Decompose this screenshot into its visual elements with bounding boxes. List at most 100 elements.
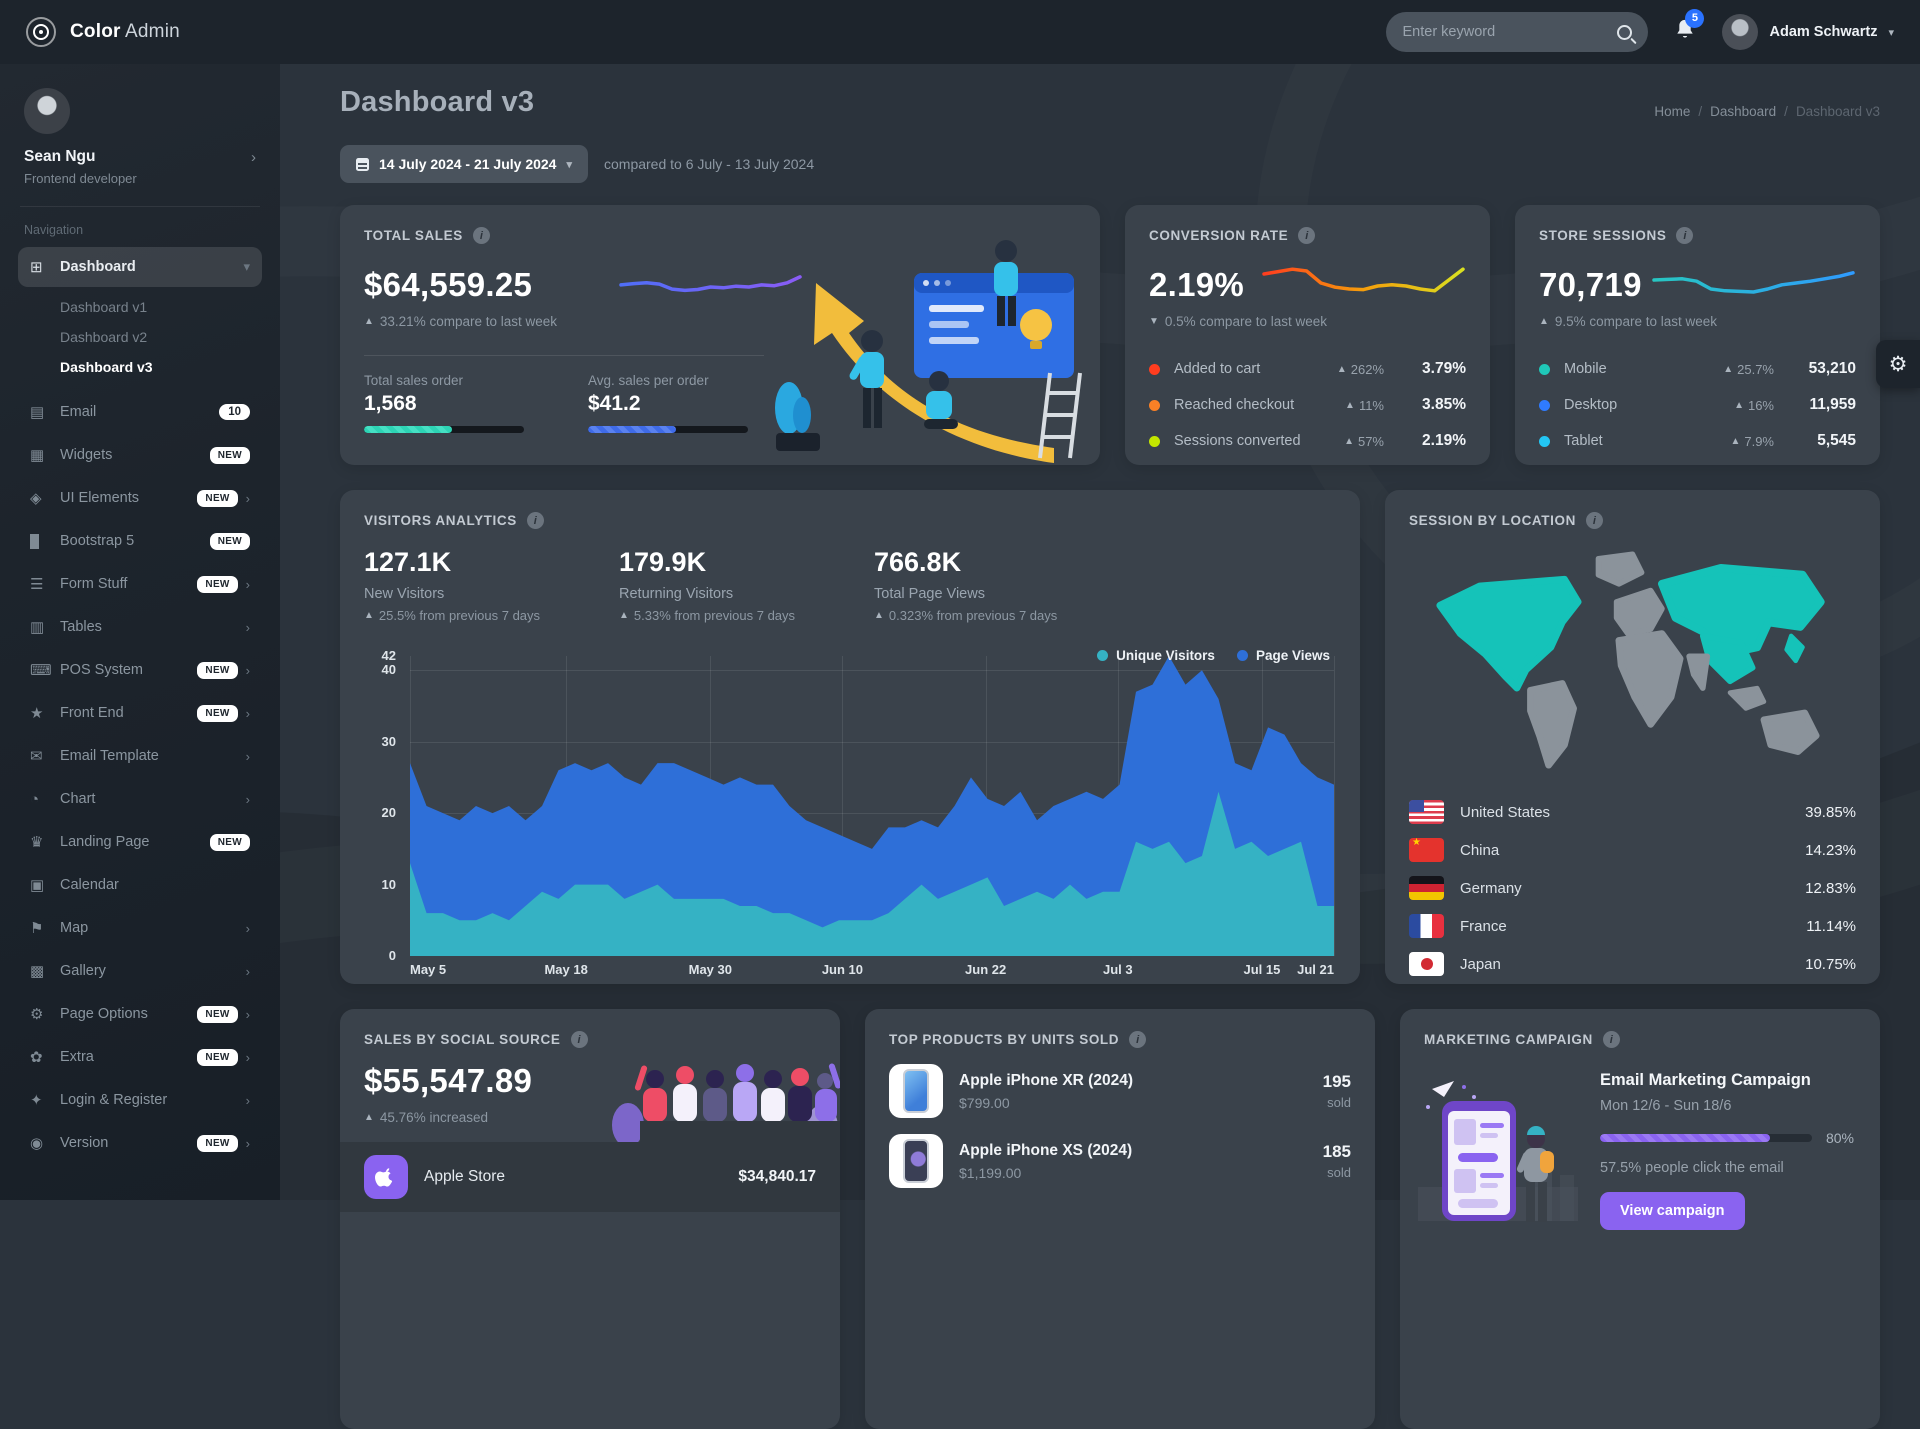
trend-up-icon: ▲ <box>364 316 374 327</box>
metric-value: 5,545 <box>1817 432 1856 449</box>
sidebar-item-email[interactable]: ▤ Email 10 <box>18 392 262 432</box>
map-icon: ⚑ <box>30 920 44 937</box>
chevron-right-icon: › <box>245 963 250 979</box>
view-campaign-button[interactable]: View campaign <box>1600 1192 1745 1230</box>
info-icon[interactable]: i <box>1602 1031 1620 1048</box>
legend-item-page-views[interactable]: Page Views <box>1236 648 1330 663</box>
country-row: China 14.23% <box>1409 831 1856 869</box>
sidebar-item-dashboard-v3[interactable]: Dashboard v3 <box>60 359 153 375</box>
sidebar-item-map[interactable]: ⚑ Map › <box>18 908 262 948</box>
date-range-picker[interactable]: 14 July 2024 - 21 July 2024 ▾ <box>340 145 588 183</box>
sidebar-item-gallery[interactable]: ▩ Gallery › <box>18 951 262 991</box>
info-icon[interactable]: i <box>526 512 544 529</box>
gift-icon: ✿ <box>30 1049 43 1066</box>
country-percentage: 10.75% <box>1805 955 1856 973</box>
gallery-icon: ▩ <box>30 963 45 980</box>
key-icon: ✦ <box>30 1092 43 1109</box>
sidebar-item-tables[interactable]: ▥ Tables › <box>18 607 262 647</box>
trend-up-icon: ▲ <box>1539 316 1549 327</box>
metric-change: ▲ 7.9% <box>1730 433 1774 449</box>
sidebar-item-label: Page Options <box>60 1006 148 1022</box>
chevron-right-icon: › <box>245 705 250 721</box>
sidebar-item-chart[interactable]: ◔ Chart › <box>18 779 262 819</box>
info-icon[interactable]: i <box>1298 227 1316 244</box>
sidebar-item-pos-system[interactable]: ⌨ POS System NEW › <box>18 650 262 690</box>
card-title: SALES BY SOCIAL SOURCE <box>364 1032 561 1047</box>
product-info: Apple iPhone XR (2024) $799.00 <box>959 1072 1323 1111</box>
metric-label: Tablet <box>1564 433 1603 449</box>
search-input[interactable] <box>1402 24 1618 40</box>
sales-by-social-card: SALES BY SOCIAL SOURCE i $55,547.89 ▲ 45.… <box>340 1009 840 1429</box>
sidebar-item-dashboard-v2[interactable]: Dashboard v2 <box>60 329 148 345</box>
chevron-right-icon: › <box>245 920 250 936</box>
notification-badge: 5 <box>1685 8 1705 28</box>
sidebar-item-label: Front End <box>60 705 124 721</box>
legend-item-unique-visitors[interactable]: Unique Visitors <box>1097 648 1215 663</box>
chevron-right-icon: › <box>245 490 250 506</box>
sidebar-item-extra[interactable]: ✿ Extra NEW › <box>18 1037 262 1077</box>
card-title: TOTAL SALES <box>364 228 463 243</box>
metric-change: ▲ 11% <box>1345 397 1384 413</box>
info-icon[interactable]: i <box>1129 1031 1147 1048</box>
quantity-value: 185 <box>1322 1142 1351 1161</box>
total-sales-value: $64,559.25 <box>364 266 533 303</box>
metric-change: ▲ 262% <box>1336 361 1384 377</box>
app-logo[interactable]: Color Admin <box>26 17 180 47</box>
product-name: Apple iPhone XR (2024) <box>959 1071 1133 1089</box>
metric-label: Desktop <box>1564 397 1618 413</box>
list-ol-icon: ☰ <box>30 576 44 593</box>
x-tick-label: Jul 3 <box>1102 962 1133 977</box>
marketing-campaign-card: MARKETING CAMPAIGN i <box>1400 1009 1880 1429</box>
sidebar-item-bootstrap-5[interactable]: B Bootstrap 5 NEW <box>18 521 262 561</box>
info-icon[interactable]: i <box>1676 227 1694 244</box>
info-icon[interactable]: i <box>570 1031 588 1048</box>
legend-label: Page Views <box>1255 648 1330 663</box>
stat-value: $41.2 <box>588 392 641 415</box>
user-menu[interactable]: Adam Schwartz ▾ <box>1722 14 1894 50</box>
sidebar-item-login-register[interactable]: ✦ Login & Register › <box>18 1080 262 1120</box>
search-bar[interactable] <box>1386 12 1649 52</box>
info-icon[interactable]: i <box>1585 512 1603 529</box>
de-flag-icon <box>1409 876 1444 900</box>
info-icon[interactable]: i <box>472 227 490 244</box>
notifications-button[interactable]: 5 <box>1674 8 1705 47</box>
x-tick-label: May 30 <box>688 962 732 977</box>
total-sales-trend: 33.21% compare to last week <box>379 314 558 329</box>
breadcrumb-home[interactable]: Home <box>1654 104 1691 119</box>
sidebar-item-landing-page[interactable]: ♛ Landing Page NEW <box>18 822 262 862</box>
sidebar-profile[interactable]: Sean Ngu › Frontend developer <box>18 88 262 186</box>
card-title: SESSION BY LOCATION <box>1409 513 1576 528</box>
legend-dot <box>1539 399 1550 411</box>
divider <box>364 355 764 356</box>
sidebar-item-dashboard-v1[interactable]: Dashboard v1 <box>60 299 148 315</box>
sidebar-item-dashboard[interactable]: ⊞ Dashboard ▾ <box>18 247 262 287</box>
gem-icon: ◈ <box>30 490 42 507</box>
sidebar-item-widgets[interactable]: ▦ Widgets NEW <box>18 435 262 475</box>
compare-note: compared to 6 July - 13 July 2024 <box>604 156 815 172</box>
new-badge: NEW <box>209 833 250 851</box>
sidebar-item-front-end[interactable]: ★ Front End NEW › <box>18 693 262 733</box>
sidebar-item-calendar[interactable]: ▣ Calendar <box>18 865 262 905</box>
sidebar-item-email-template[interactable]: ✉ Email Template › <box>18 736 262 776</box>
sidebar-item-form-stuff[interactable]: ☰ Form Stuff NEW › <box>18 564 262 604</box>
country-row: Germany 12.83% <box>1409 869 1856 907</box>
social-source-row: Apple Store $34,840.17 <box>340 1142 840 1212</box>
stat-label: Total sales order <box>364 373 464 388</box>
chevron-right-icon: › <box>245 576 250 592</box>
search-icon[interactable] <box>1617 24 1633 40</box>
new-badge: NEW <box>209 446 250 464</box>
sidebar-item-page-options[interactable]: ⚙ Page Options NEW › <box>18 994 262 1034</box>
legend-dot <box>1149 363 1160 375</box>
theme-settings-button[interactable]: ⚙ <box>1876 340 1920 388</box>
metric-row: Tablet ▲ 7.9% 5,545 <box>1539 423 1856 459</box>
sidebar-item-ui-elements[interactable]: ◈ UI Elements NEW › <box>18 478 262 518</box>
country-percentage: 14.23% <box>1805 841 1856 859</box>
country-name: Germany <box>1460 879 1522 897</box>
sidebar-item-version[interactable]: ◉ Version NEW › <box>18 1123 262 1163</box>
breadcrumb-dashboard[interactable]: Dashboard <box>1710 104 1777 119</box>
profile-avatar <box>24 88 70 134</box>
table-icon: ▥ <box>30 619 45 636</box>
chevron-down-icon: ▾ <box>243 259 250 274</box>
x-axis-labels: May 5 May 18 May 30 Jun 10 Jun 22 Jul 3 Jul 15… <box>410 962 1334 982</box>
sidebar-nav: ⊞ Dashboard ▾ Dashboard v1 Dashboard v2 Dashb… <box>18 247 262 1163</box>
